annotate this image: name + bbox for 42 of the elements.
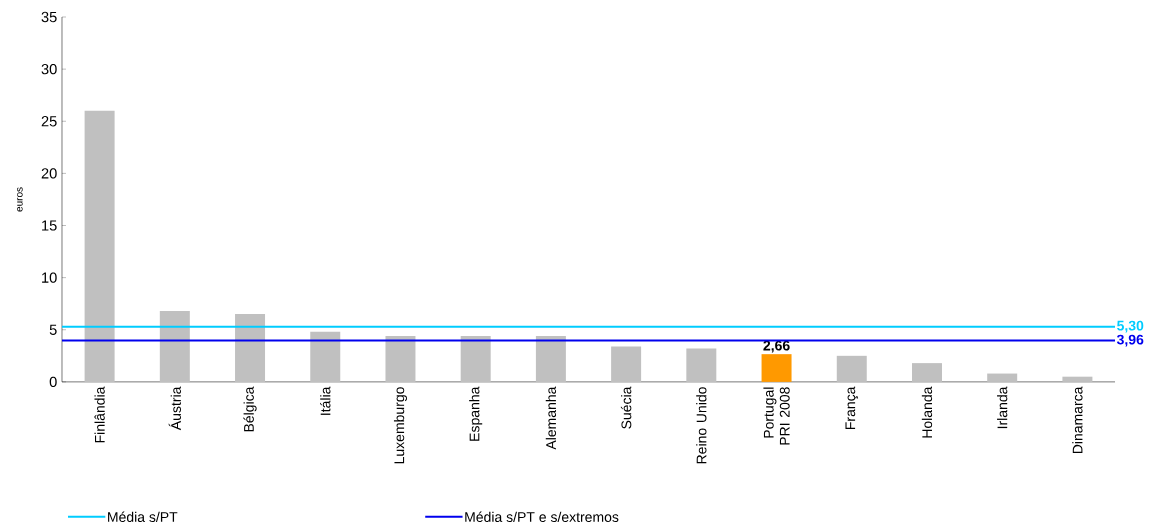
text: 5,30 [1117, 320, 1144, 333]
x-tick-label: Finlândia [94, 386, 105, 443]
x-tick-label: Portugal PRI 2008 [763, 387, 790, 445]
y-axis-title: euros [17, 187, 23, 212]
bar [611, 346, 642, 382]
text: 3,96 [1116, 334, 1144, 347]
y-tick-label: 10 [42, 272, 57, 283]
x-tick-label: Irlanda [997, 386, 1008, 429]
bar [686, 348, 717, 382]
legend-label: Média s/PT e s/extremos [465, 511, 619, 523]
bar [836, 355, 867, 382]
bar [535, 336, 566, 382]
bar [235, 314, 266, 382]
bar [911, 363, 942, 382]
bar [159, 311, 190, 382]
x-tick-label: Espanha [469, 386, 483, 441]
x-tick-label: Áustria [168, 386, 181, 431]
y-tick-label: 35 [41, 11, 57, 23]
x-tick-label: Luxemburgo [393, 387, 407, 464]
bar [1062, 376, 1093, 382]
x-tick-label: Holanda [921, 386, 933, 438]
y-tick-label: 0 [49, 376, 57, 388]
bar [460, 336, 491, 382]
x-tick-label: Bélgica [243, 386, 257, 432]
bar [761, 354, 792, 382]
y-tick-label: 15 [42, 220, 57, 231]
y-tick-label: 30 [41, 64, 57, 75]
y-tick-label: 20 [41, 168, 57, 179]
bar [987, 373, 1018, 382]
x-tick-label: Alemanha [545, 386, 557, 450]
legend-label: Média s/PT [108, 511, 178, 523]
x-tick-label: Suécia [620, 386, 632, 429]
x-tick-label: Itália [320, 386, 331, 415]
data-label: 2,66 [763, 340, 790, 353]
x-tick-label: Dinamarca [1072, 386, 1083, 454]
bar [385, 336, 416, 382]
x-tick-label: Reino Unido [696, 387, 707, 464]
bar [84, 110, 115, 382]
x-tick-label: França [845, 386, 859, 430]
y-tick-label: 25 [41, 116, 57, 127]
y-tick-label: 5 [49, 324, 57, 335]
bar [310, 331, 341, 382]
